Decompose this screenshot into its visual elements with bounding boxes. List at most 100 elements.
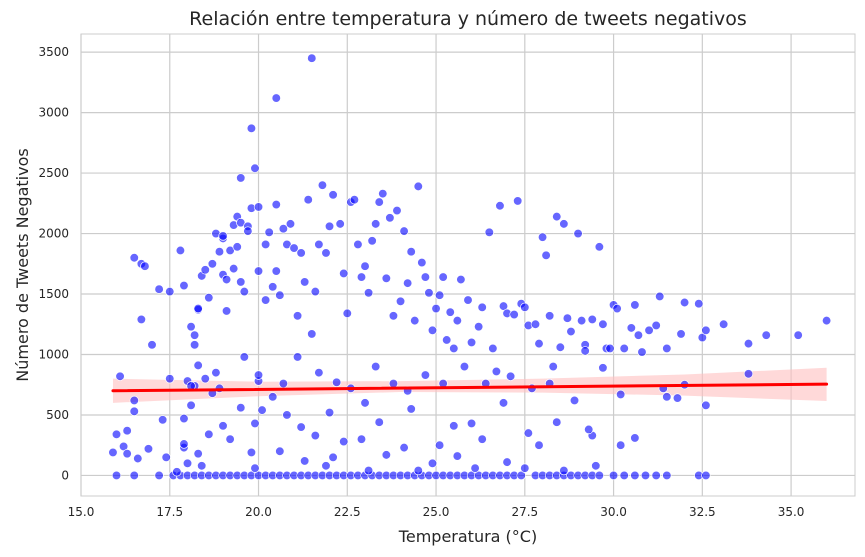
data-point xyxy=(214,247,225,257)
x-tick-label: 15.0 xyxy=(68,505,95,519)
data-point xyxy=(158,415,168,425)
data-point xyxy=(363,288,374,298)
data-point xyxy=(630,300,640,310)
data-point xyxy=(129,470,139,481)
data-point xyxy=(353,239,363,250)
x-tick-label: 32.5 xyxy=(689,505,716,519)
data-point xyxy=(218,421,228,431)
data-point xyxy=(644,325,654,335)
data-point xyxy=(587,314,597,325)
x-tick-label: 35.0 xyxy=(778,505,805,519)
x-tick-label: 30.0 xyxy=(600,505,627,519)
data-point xyxy=(743,338,754,349)
data-point xyxy=(520,302,530,312)
data-point xyxy=(278,224,289,234)
data-point xyxy=(413,181,423,192)
data-point xyxy=(388,378,399,389)
data-point xyxy=(296,422,306,432)
data-point xyxy=(282,410,292,420)
data-point xyxy=(420,272,431,282)
data-point xyxy=(363,465,374,476)
data-point xyxy=(559,219,569,229)
x-tick-label: 22.5 xyxy=(334,505,361,519)
data-point xyxy=(268,392,278,402)
data-point xyxy=(221,306,232,316)
data-point xyxy=(463,295,473,305)
x-tick-label: 17.5 xyxy=(156,505,183,519)
data-point xyxy=(530,319,541,329)
data-point xyxy=(161,452,171,462)
data-point xyxy=(193,360,203,371)
data-point xyxy=(385,213,395,223)
y-tick-label: 0 xyxy=(61,468,69,482)
data-point xyxy=(239,352,249,362)
data-point xyxy=(289,243,299,253)
data-point xyxy=(821,315,832,326)
data-point xyxy=(221,274,232,285)
data-point xyxy=(555,342,565,352)
data-point xyxy=(236,403,246,413)
data-point xyxy=(619,343,629,354)
data-point xyxy=(594,242,605,252)
data-point xyxy=(111,429,122,439)
data-point xyxy=(633,330,644,340)
data-point xyxy=(598,319,608,329)
data-point xyxy=(253,266,264,276)
data-point xyxy=(427,325,438,335)
data-point xyxy=(360,261,370,271)
data-point xyxy=(576,315,587,326)
data-point xyxy=(207,259,218,269)
data-point xyxy=(264,227,274,237)
data-point xyxy=(449,343,459,354)
data-point xyxy=(488,343,498,354)
data-point xyxy=(268,282,278,292)
data-point xyxy=(743,369,754,379)
x-axis-title: Temperatura (°C) xyxy=(398,527,537,546)
data-point xyxy=(420,370,431,380)
data-point xyxy=(676,329,686,339)
data-point xyxy=(292,352,303,362)
y-tick-label: 500 xyxy=(46,408,69,422)
data-point xyxy=(136,314,147,325)
data-point xyxy=(182,458,193,468)
data-point xyxy=(335,219,345,229)
data-point xyxy=(701,400,711,410)
data-point xyxy=(545,311,555,321)
data-point xyxy=(211,367,221,378)
data-point xyxy=(655,291,665,302)
data-point xyxy=(275,446,285,456)
data-point xyxy=(143,444,154,454)
x-tick-label: 27.5 xyxy=(511,505,538,519)
data-point xyxy=(509,309,519,320)
data-point xyxy=(619,470,629,481)
regression-layer xyxy=(111,382,829,393)
data-point xyxy=(594,470,605,481)
data-point xyxy=(253,202,264,212)
data-point xyxy=(300,277,310,287)
y-tick-label: 1500 xyxy=(38,287,69,301)
data-point xyxy=(367,236,377,246)
data-point xyxy=(584,424,594,435)
data-point xyxy=(392,205,402,216)
data-point xyxy=(179,413,189,424)
data-point xyxy=(356,434,367,444)
data-point xyxy=(413,465,423,476)
data-point xyxy=(381,273,391,283)
data-point xyxy=(314,239,324,250)
data-point xyxy=(616,440,626,450)
data-point xyxy=(402,278,413,288)
data-point xyxy=(317,180,328,190)
data-point xyxy=(573,228,583,239)
y-axis-ticks: 0 500 1000 1500 2000 2500 3000 3500 xyxy=(38,45,69,482)
data-point xyxy=(399,442,409,453)
data-point xyxy=(307,329,317,339)
data-point xyxy=(449,421,459,431)
data-point xyxy=(612,303,622,314)
data-point xyxy=(466,337,477,348)
data-point xyxy=(193,449,203,459)
data-point xyxy=(246,447,257,458)
data-point xyxy=(186,322,196,332)
data-point xyxy=(349,195,360,205)
data-point xyxy=(260,295,271,305)
data-point xyxy=(200,265,210,275)
